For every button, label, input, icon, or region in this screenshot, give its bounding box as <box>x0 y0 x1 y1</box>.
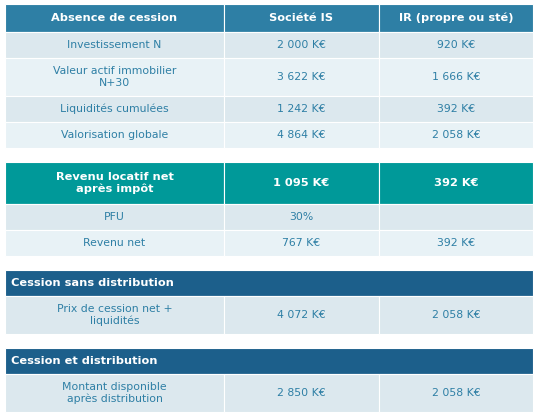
Text: 3 622 K€: 3 622 K€ <box>277 72 326 82</box>
Text: 2 058 K€: 2 058 K€ <box>431 310 480 320</box>
Text: 392 K€: 392 K€ <box>437 104 475 114</box>
Bar <box>379 4 533 32</box>
Bar <box>224 122 379 148</box>
Text: IR (propre ou sté): IR (propre ou sté) <box>399 13 513 23</box>
Bar <box>5 32 224 58</box>
Text: 4 864 K€: 4 864 K€ <box>277 130 326 140</box>
Text: 1 666 K€: 1 666 K€ <box>431 72 480 82</box>
Text: Revenu locatif net
après impôt: Revenu locatif net après impôt <box>56 172 173 194</box>
Bar <box>5 122 224 148</box>
Text: Montant disponible
après distribution: Montant disponible après distribution <box>62 382 167 404</box>
Bar <box>379 58 533 96</box>
Text: 767 K€: 767 K€ <box>282 238 321 248</box>
Text: 30%: 30% <box>289 212 314 222</box>
Bar <box>5 204 224 230</box>
Text: 2 850 K€: 2 850 K€ <box>277 388 326 398</box>
Text: PFU: PFU <box>104 212 125 222</box>
Text: 2 058 K€: 2 058 K€ <box>431 130 480 140</box>
Bar <box>224 32 379 58</box>
Bar <box>224 4 379 32</box>
Bar <box>379 374 533 412</box>
Text: 2 000 K€: 2 000 K€ <box>277 40 326 50</box>
Text: Absence de cession: Absence de cession <box>51 13 178 23</box>
Bar <box>379 204 533 230</box>
Text: Investissement N: Investissement N <box>68 40 162 50</box>
Bar <box>379 122 533 148</box>
Text: 392 K€: 392 K€ <box>437 238 475 248</box>
Bar <box>5 296 224 334</box>
Text: Société IS: Société IS <box>269 13 334 23</box>
Text: Cession sans distribution: Cession sans distribution <box>11 278 174 288</box>
Text: 920 K€: 920 K€ <box>437 40 475 50</box>
Bar <box>224 296 379 334</box>
Bar <box>5 162 224 204</box>
Bar <box>5 270 533 296</box>
Bar <box>379 296 533 334</box>
Bar <box>5 230 224 256</box>
Bar <box>379 96 533 122</box>
Text: 4 072 K€: 4 072 K€ <box>277 310 326 320</box>
Bar <box>5 348 533 374</box>
Bar <box>224 204 379 230</box>
Bar <box>5 96 224 122</box>
Bar <box>224 230 379 256</box>
Bar <box>5 58 224 96</box>
Bar <box>5 374 224 412</box>
Bar <box>379 32 533 58</box>
Bar <box>5 4 224 32</box>
Text: 1 242 K€: 1 242 K€ <box>277 104 326 114</box>
Text: Revenu net: Revenu net <box>84 238 146 248</box>
Text: 392 K€: 392 K€ <box>434 178 478 188</box>
Text: Valorisation globale: Valorisation globale <box>61 130 168 140</box>
Bar <box>224 58 379 96</box>
Text: 1 095 K€: 1 095 K€ <box>273 178 329 188</box>
Text: Liquidités cumulées: Liquidités cumulées <box>60 104 169 114</box>
Text: 2 058 K€: 2 058 K€ <box>431 388 480 398</box>
Text: Prix de cession net +
liquidités: Prix de cession net + liquidités <box>57 304 172 326</box>
Bar <box>224 374 379 412</box>
Bar <box>224 96 379 122</box>
Bar <box>379 230 533 256</box>
Bar <box>224 162 379 204</box>
Bar <box>379 162 533 204</box>
Text: Cession et distribution: Cession et distribution <box>11 356 158 366</box>
Text: Valeur actif immobilier
N+30: Valeur actif immobilier N+30 <box>53 66 176 88</box>
